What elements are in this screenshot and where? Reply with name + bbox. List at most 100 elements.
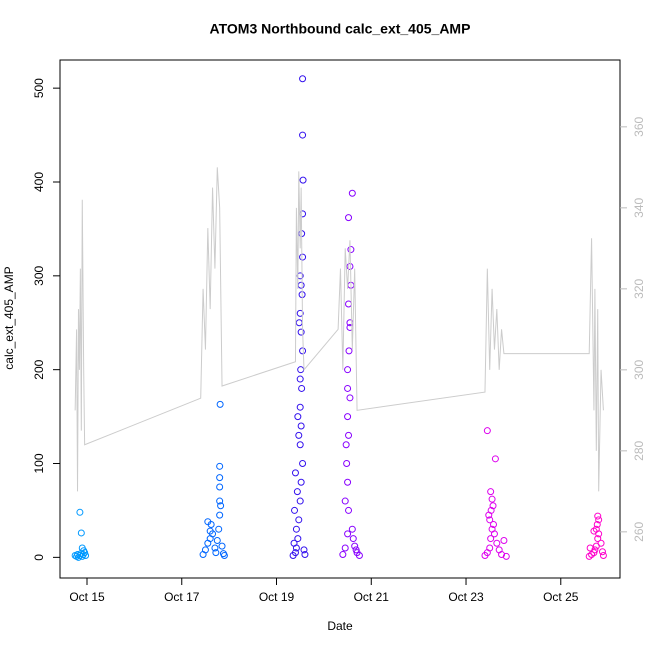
y2-tick-label: 300 — [632, 359, 646, 379]
point — [352, 546, 360, 554]
point — [220, 551, 228, 559]
point — [490, 521, 498, 529]
point — [344, 384, 352, 392]
point — [297, 366, 305, 374]
point — [342, 441, 350, 449]
point — [216, 483, 224, 491]
x-tick-label: Oct 19 — [259, 590, 295, 604]
point — [301, 551, 309, 559]
point — [593, 521, 601, 529]
point — [595, 516, 603, 524]
point — [291, 469, 299, 477]
point — [345, 506, 353, 514]
point — [345, 214, 353, 222]
point — [76, 508, 84, 516]
point — [300, 546, 308, 554]
point — [598, 548, 606, 556]
y-tick-label: 200 — [32, 359, 46, 379]
y-tick-label: 400 — [32, 172, 46, 192]
point — [591, 546, 599, 554]
point — [217, 502, 225, 510]
point — [204, 518, 212, 526]
point — [216, 400, 224, 408]
x-axis-label: Date — [327, 619, 353, 633]
point — [344, 413, 352, 421]
point — [201, 546, 209, 554]
point — [295, 431, 303, 439]
point — [293, 488, 301, 496]
point — [339, 551, 347, 559]
point — [294, 413, 302, 421]
x-tick-label: Oct 25 — [543, 590, 579, 604]
point — [298, 384, 306, 392]
point — [599, 551, 607, 559]
point — [346, 262, 354, 270]
point — [355, 551, 363, 559]
point — [77, 529, 85, 537]
point — [502, 552, 510, 560]
y-tick-label: 100 — [32, 453, 46, 473]
point — [483, 427, 491, 435]
point — [299, 131, 307, 139]
point — [597, 539, 605, 547]
y2-tick-label: 340 — [632, 197, 646, 217]
point — [297, 422, 305, 430]
point — [487, 535, 495, 543]
point — [590, 527, 598, 535]
point — [489, 502, 497, 510]
point — [296, 441, 304, 449]
point — [290, 539, 298, 547]
point — [296, 497, 304, 505]
point — [299, 460, 307, 468]
y2-tick-label: 320 — [632, 278, 646, 298]
point — [488, 495, 496, 503]
y-tick-label: 300 — [32, 266, 46, 286]
point — [490, 530, 498, 538]
x-tick-label: Oct 17 — [164, 590, 200, 604]
y2-tick-label: 280 — [632, 440, 646, 460]
point — [299, 347, 307, 355]
point — [216, 462, 224, 470]
point — [291, 549, 299, 557]
point — [82, 551, 90, 559]
y-tick-label: 500 — [32, 78, 46, 98]
point — [213, 536, 221, 544]
point — [295, 319, 303, 327]
point — [594, 535, 602, 543]
point — [211, 544, 219, 552]
point — [500, 536, 508, 544]
point — [294, 535, 302, 543]
point — [216, 511, 224, 519]
point — [216, 497, 224, 505]
point — [206, 527, 214, 535]
point — [299, 176, 307, 184]
point — [486, 516, 494, 524]
point — [297, 478, 305, 486]
point — [348, 525, 356, 533]
point — [345, 431, 353, 439]
x-tick-label: Oct 15 — [69, 590, 105, 604]
point — [292, 525, 300, 533]
point — [498, 551, 506, 559]
y-tick-label: 0 — [32, 554, 46, 561]
point — [344, 478, 352, 486]
point — [341, 497, 349, 505]
point — [486, 544, 494, 552]
point — [296, 403, 304, 411]
point — [346, 394, 354, 402]
point — [80, 547, 88, 555]
point — [491, 455, 499, 463]
point — [344, 366, 352, 374]
point — [299, 253, 307, 261]
x-tick-label: Oct 21 — [354, 590, 390, 604]
y2-tick-label: 360 — [632, 116, 646, 136]
point — [344, 530, 352, 538]
point — [345, 300, 353, 308]
point — [299, 75, 307, 83]
point — [347, 246, 355, 254]
point — [296, 375, 304, 383]
y2-tick-label: 260 — [632, 521, 646, 541]
point — [212, 549, 220, 557]
